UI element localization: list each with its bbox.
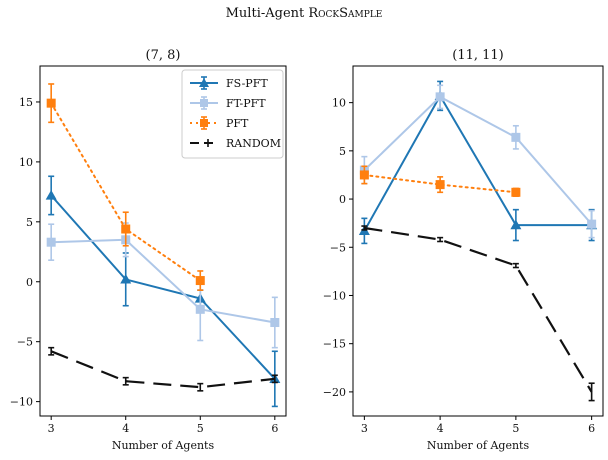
series-line-fs-pft — [363, 93, 592, 232]
figure-title-smallcaps: RockSample — [308, 6, 383, 21]
plot-frame — [39, 65, 287, 417]
y-tick-label: 10 — [19, 156, 33, 169]
x-tick-label: 5 — [197, 422, 204, 435]
series-line-ft-pft — [51, 238, 275, 324]
error-bar — [122, 376, 129, 386]
series-ft-pft — [46, 222, 280, 349]
x-tick-label: 3 — [48, 422, 55, 435]
data-point-square — [359, 170, 369, 180]
data-point-square — [435, 180, 445, 190]
plot-frame — [352, 65, 604, 417]
subplot-left: (7, 8) 3 4 5 6 Number of Agents −10 −5 0 5 10 15 FS-… — [10, 48, 287, 452]
error-bar — [512, 262, 519, 269]
legend-label-fs-pft: FS-PFT — [226, 77, 268, 90]
error-bar — [437, 236, 444, 243]
data-point-triangle — [120, 273, 132, 284]
legend-frame — [181, 69, 284, 159]
data-point-square — [121, 224, 131, 234]
series-line-random — [364, 226, 593, 393]
series-pft — [46, 83, 205, 291]
legend-label-ft-pft: FT-PFT — [226, 97, 266, 110]
data-point-square — [46, 237, 56, 247]
y-tick-label: −10 — [10, 396, 33, 409]
series-fs-pft — [358, 80, 598, 245]
series-pft — [359, 165, 521, 197]
y-tick-label: 0 — [26, 276, 33, 289]
data-point-square — [511, 187, 521, 197]
data-point-square — [511, 132, 521, 142]
data-point-square — [46, 98, 56, 108]
x-tick-label: 6 — [588, 422, 595, 435]
legend-label-pft: PFT — [226, 117, 249, 130]
y-tick-label: 5 — [339, 145, 346, 158]
error-bar — [361, 225, 368, 231]
subplot-title: (11, 11) — [452, 48, 504, 63]
y-tick-label: −10 — [323, 289, 346, 302]
series-line-random — [50, 350, 275, 389]
data-point-square — [270, 318, 280, 328]
legend-marker-triangle — [199, 78, 209, 87]
legend-marker-square — [200, 99, 208, 107]
series-random — [361, 225, 595, 402]
series-fs-pft — [45, 175, 281, 408]
series-line-ft-pft — [363, 95, 593, 225]
x-tick-label: 3 — [361, 422, 368, 435]
data-point-square — [195, 304, 205, 314]
series-random — [48, 346, 278, 392]
x-axis-label: Number of Agents — [427, 439, 530, 452]
error-bar — [197, 382, 204, 392]
data-point-square — [435, 92, 445, 102]
figure-title: Multi-Agent RockSample — [0, 6, 608, 21]
x-tick-label: 4 — [437, 422, 444, 435]
x-tick-label: 4 — [122, 422, 129, 435]
series-line-pft — [363, 174, 517, 194]
subplot-title: (7, 8) — [146, 48, 181, 63]
data-point-square — [587, 219, 597, 229]
y-tick-label: −15 — [323, 338, 346, 351]
y-tick-label: −5 — [17, 336, 33, 349]
y-tick-label: 5 — [26, 216, 33, 229]
series-line-fs-pft — [50, 194, 276, 380]
error-bar — [48, 346, 55, 356]
x-tick-label: 6 — [271, 422, 278, 435]
legend: FS-PFT FT-PFT PFT RANDOM — [181, 69, 284, 159]
y-tick-label: 10 — [332, 97, 346, 110]
y-tick-label: −5 — [330, 241, 346, 254]
x-axis-label: Number of Agents — [112, 439, 215, 452]
y-tick-label: 15 — [19, 96, 33, 109]
y-tick-label: 0 — [339, 193, 346, 206]
figure-title-main: Multi-Agent — [225, 6, 309, 21]
data-point-triangle — [510, 219, 522, 230]
data-point-square — [195, 276, 205, 286]
y-tick-label: −20 — [323, 386, 346, 399]
legend-label-random: RANDOM — [226, 137, 281, 150]
legend-marker-square — [200, 119, 208, 127]
data-point-triangle — [45, 189, 57, 200]
error-bar — [588, 382, 595, 402]
error-bar — [271, 374, 278, 384]
subplot-right: (11, 11) 3 4 5 6 Number of Agents −20 −15 −10 −5 0… — [323, 48, 604, 452]
x-tick-label: 5 — [512, 422, 519, 435]
